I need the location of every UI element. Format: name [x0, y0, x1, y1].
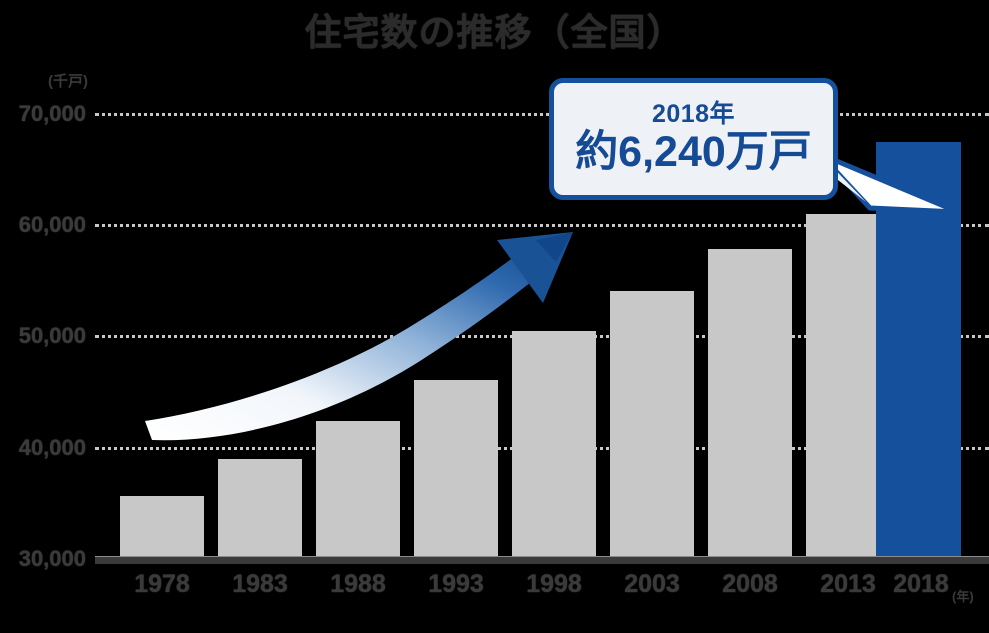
bar-1993[interactable] [414, 380, 498, 556]
gridline-70000 [95, 113, 989, 116]
callout-bubble[interactable]: 2018年 約6,240万戸 [549, 78, 838, 200]
bar-2008[interactable] [708, 249, 792, 556]
y-tick-50000: 50,000 [18, 323, 86, 348]
gridline-60000 [95, 224, 989, 227]
bar-1998[interactable] [512, 331, 596, 556]
x-axis-unit-label: (年) [952, 589, 974, 604]
x-tick-1998: 1998 [526, 570, 582, 598]
callout-value-label: 約6,240万戸 [575, 128, 812, 177]
y-tick-30000: 30,000 [18, 546, 86, 571]
x-axis-baseline [95, 556, 989, 564]
bar-1983[interactable] [218, 459, 302, 556]
x-tick-1993: 1993 [428, 570, 484, 598]
x-tick-1988: 1988 [330, 570, 386, 598]
bar-1978[interactable] [120, 496, 204, 556]
x-tick-1983: 1983 [232, 570, 288, 598]
y-axis-unit-label: (千戸) [48, 73, 88, 90]
bar-2003[interactable] [610, 291, 694, 556]
x-tick-2003: 2003 [624, 570, 680, 598]
page-title: 住宅数の推移（全国） [304, 12, 685, 53]
y-tick-60000: 60,000 [18, 212, 86, 237]
callout-tail [820, 151, 961, 215]
x-tick-2018: 2018 [893, 570, 949, 598]
y-tick-70000: 70,000 [18, 101, 86, 126]
x-tick-2013: 2013 [820, 570, 876, 598]
x-tick-1978: 1978 [134, 570, 190, 598]
callout-year-label: 2018年 [651, 100, 736, 129]
bar-1988[interactable] [316, 421, 400, 556]
x-tick-2008: 2008 [722, 570, 778, 598]
y-tick-40000: 40,000 [18, 435, 86, 460]
